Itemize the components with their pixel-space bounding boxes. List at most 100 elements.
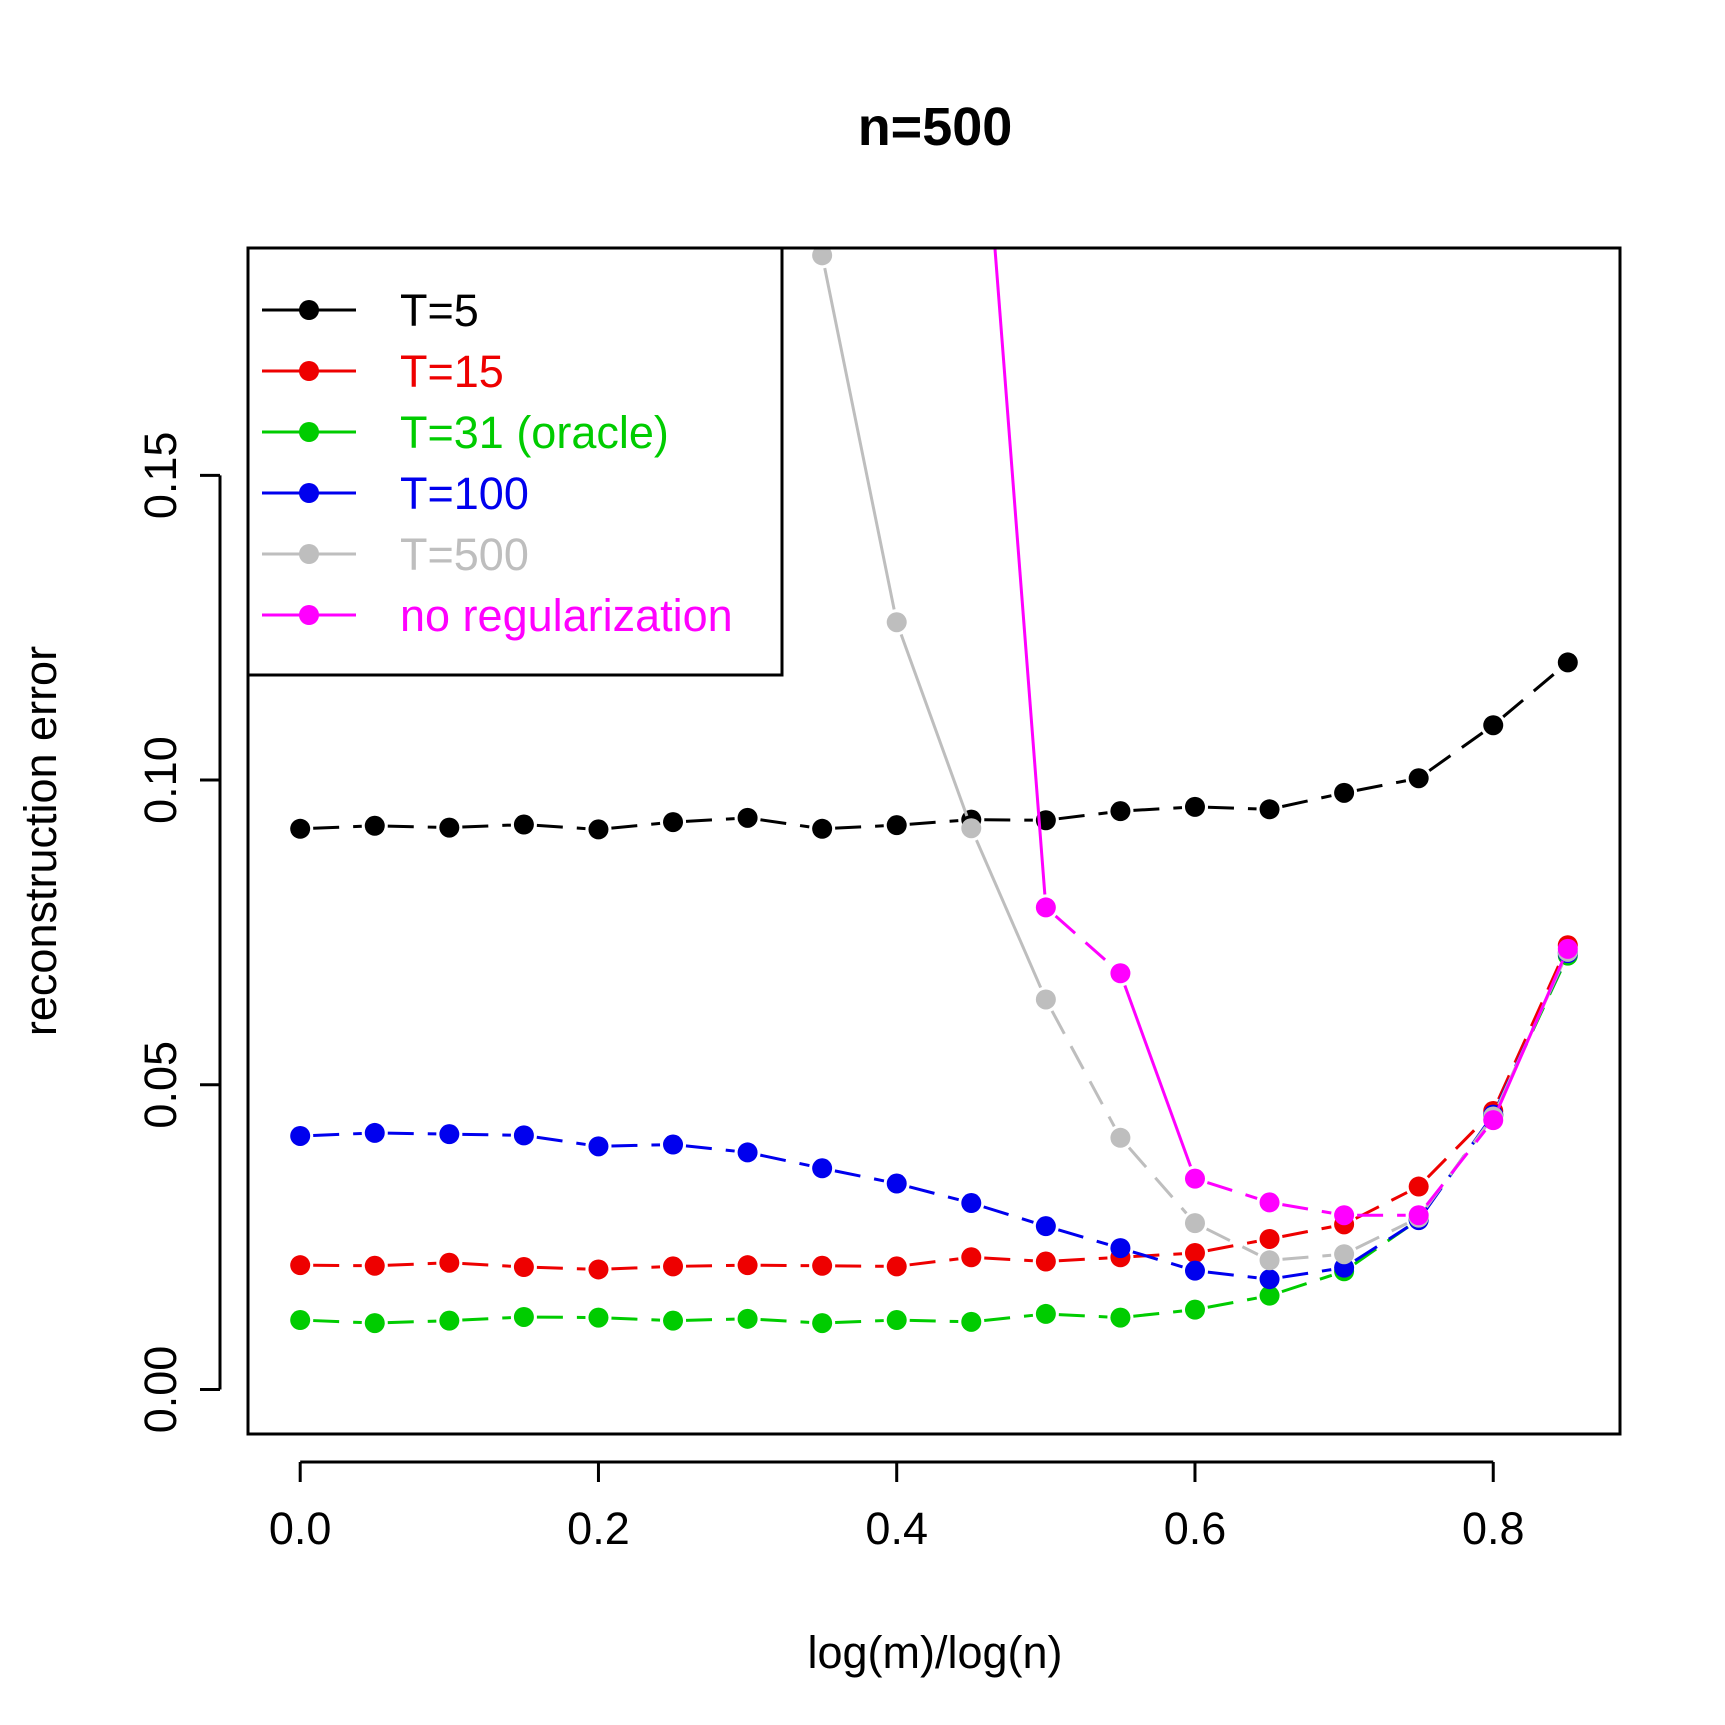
- data-point: [961, 818, 982, 839]
- series-line-segment: [313, 1131, 362, 1137]
- series-line-segment: [909, 1257, 959, 1267]
- series-line-segment: [1207, 1239, 1258, 1253]
- series-line-segment: [1058, 1256, 1108, 1263]
- series-line-segment: [1207, 1270, 1257, 1280]
- legend-label: no regularization: [400, 590, 733, 641]
- series-line-segment: [984, 1313, 1034, 1322]
- series-line-segment: [909, 1318, 959, 1324]
- legend-marker: [299, 300, 319, 320]
- data-point: [1259, 1250, 1280, 1271]
- data-point: [663, 1256, 684, 1277]
- series-line-segment: [1426, 1119, 1486, 1179]
- data-point: [1035, 1251, 1056, 1272]
- series-line-segment: [1281, 1273, 1333, 1294]
- series-line-segment: [685, 817, 735, 823]
- series-line-segment: [1207, 805, 1257, 811]
- series-line-segment: [1123, 984, 1192, 1167]
- data-point: [737, 1255, 758, 1276]
- series-line-segment: [685, 1263, 735, 1268]
- series-line-segment: [387, 824, 437, 829]
- data-point: [1334, 782, 1355, 803]
- data-point: [1035, 897, 1056, 918]
- data-point: [1259, 1269, 1280, 1290]
- data-point: [439, 1310, 460, 1331]
- data-point: [439, 817, 460, 838]
- series-line-segment: [1497, 956, 1564, 1100]
- data-point: [1110, 1127, 1131, 1148]
- chart-title: n=500: [858, 97, 1013, 157]
- data-point: [961, 1193, 982, 1214]
- legend-label: T=500: [400, 529, 529, 580]
- series-line-segment: [1205, 1227, 1259, 1256]
- series-line-segment: [834, 1169, 885, 1183]
- legend-marker: [299, 544, 319, 564]
- series-5: [993, 248, 1578, 1226]
- series-layer: [290, 248, 1578, 1334]
- x-tick-label: 0.6: [1164, 1503, 1227, 1554]
- series-line-segment: [760, 818, 810, 829]
- series-0: [290, 652, 1578, 840]
- series-line-segment: [1428, 731, 1484, 772]
- y-tick-label: 0.10: [135, 736, 186, 824]
- data-point: [1334, 1244, 1355, 1265]
- data-point: [1483, 715, 1504, 736]
- series-line-segment: [1057, 1228, 1109, 1246]
- data-point: [663, 1310, 684, 1331]
- legend-marker: [299, 361, 319, 381]
- data-point: [886, 1310, 907, 1331]
- data-point: [737, 807, 758, 828]
- series-line-segment: [835, 824, 884, 830]
- series-line-segment: [1425, 1129, 1487, 1206]
- series-line-segment: [975, 839, 1043, 989]
- series-line-segment: [984, 1256, 1033, 1263]
- x-tick-label: 0.8: [1462, 1503, 1525, 1554]
- data-point: [513, 1125, 534, 1146]
- series-line-segment: [1054, 914, 1112, 966]
- x-tick-label: 0.4: [865, 1503, 928, 1554]
- series-line-segment: [1282, 1203, 1332, 1215]
- legend-label: T=5: [400, 285, 479, 336]
- series-line-segment: [313, 824, 362, 830]
- series-line-segment: [1133, 1309, 1183, 1318]
- data-point: [737, 1308, 758, 1329]
- legend-marker: [299, 422, 319, 442]
- series-line-segment: [313, 1319, 362, 1325]
- series-line-segment: [1058, 811, 1108, 821]
- data-point: [886, 1173, 907, 1194]
- series-line-segment: [536, 823, 586, 831]
- data-point: [1035, 1216, 1056, 1237]
- data-point: [1483, 1110, 1504, 1131]
- data-point: [1184, 1242, 1205, 1263]
- series-line-segment: [611, 1316, 661, 1322]
- data-point: [588, 1307, 609, 1328]
- data-point: [513, 1306, 534, 1327]
- data-point: [1408, 1176, 1429, 1197]
- x-tick-label: 0.2: [567, 1503, 630, 1554]
- series-line-segment: [1497, 960, 1564, 1109]
- data-point: [812, 1313, 833, 1334]
- series-line-segment: [462, 1316, 511, 1322]
- data-point: [588, 1136, 609, 1157]
- series-line-segment: [1207, 1296, 1258, 1309]
- series-line-segment: [1132, 1250, 1183, 1269]
- data-point: [663, 1134, 684, 1155]
- data-point: [961, 1247, 982, 1268]
- series-line-segment: [387, 1131, 437, 1136]
- data-point: [364, 815, 385, 836]
- series-line-segment: [1127, 1146, 1188, 1215]
- series-line-segment: [1356, 779, 1407, 792]
- series-line-segment: [760, 1318, 810, 1324]
- data-point: [290, 1255, 311, 1276]
- series-line-segment: [1355, 1222, 1408, 1250]
- data-point: [1557, 938, 1578, 959]
- series-line-segment: [1058, 1313, 1108, 1319]
- legend-label: T=15: [400, 346, 504, 397]
- data-point: [513, 1257, 534, 1278]
- legend-box: [246, 246, 784, 677]
- data-point: [1110, 1307, 1131, 1328]
- data-point: [812, 1158, 833, 1179]
- plot-frame: [246, 246, 1622, 1436]
- data-point: [812, 248, 833, 266]
- series-line-segment: [1282, 1225, 1332, 1238]
